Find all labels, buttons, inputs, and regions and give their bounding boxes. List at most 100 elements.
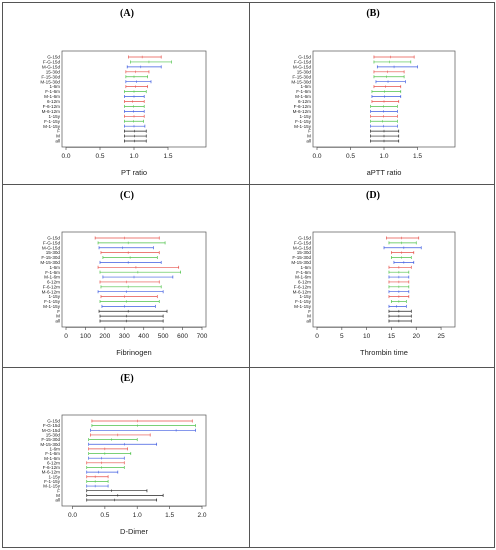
x-axis-label: Fibrinogen [116,348,151,357]
category-label: 15-30d [297,250,312,255]
category-label: F-15-30d [292,255,311,260]
category-label: F-1-15y [295,119,312,124]
category-label: 15-30d [297,69,312,74]
panel-empty [249,367,495,548]
category-label: M-G-15d [42,428,61,433]
category-label: M [56,134,60,139]
category-label: 1-15y [300,294,312,299]
category-label: M-G-15d [42,245,61,250]
chart-c: (C) G-15dF-G-15dM-G-15d15-30dF-15-30dM-15… [40,190,207,357]
category-label: M-1-6m [44,94,60,99]
category-label: 6-12m [298,99,311,104]
category-label: 1-6m [50,446,61,451]
x-tick-label: 10 [363,333,371,340]
x-tick-label: 15 [388,333,396,340]
x-tick-label: 1.5 [413,153,422,160]
category-label: M-6-12m [42,470,61,475]
x-tick-label: 100 [80,333,91,340]
x-tick-label: 0 [64,333,68,340]
category-label: M-G-15d [293,245,312,250]
category-label: M-15-30d [40,442,60,447]
category-label: all [55,498,60,503]
category-label: M [56,493,60,498]
category-label: M-15-30d [291,260,311,265]
category-label: F-6-12m [294,284,312,289]
category-label: F-1-6m [45,89,60,94]
category-label: 1-15y [49,474,61,479]
category-label: F-6-12m [43,104,61,109]
category-label: F-6-12m [43,284,61,289]
category-label: 6-12m [47,99,60,104]
category-label: M-1-15y [43,304,61,309]
category-label: 1-15y [49,294,61,299]
category-label: M-1-6m [295,94,311,99]
category-label: M-15-30d [40,79,60,84]
category-label: G-15d [47,419,60,424]
category-label: F [308,129,311,134]
panel-label: (A) [120,8,134,19]
plot-frame [61,414,207,507]
category-label: M-1-15y [43,484,61,489]
category-label: F-G-15d [294,60,312,65]
category-label: M-1-15y [43,124,61,129]
plot-frame [61,50,207,148]
chart-e: (E) G-15dF-G-15dM-G-15d15-30dF-15-30dM-15… [40,373,207,536]
x-tick-label: 0.5 [346,153,355,160]
category-label: M [307,314,311,319]
category-label: M [307,134,311,139]
category-label: G-15d [47,236,60,241]
category-label: 15-30d [46,69,61,74]
plot-frame [61,231,207,328]
x-axis-label: aPTT ratio [367,168,402,177]
category-label: F [57,129,60,134]
category-label: 1-6m [50,265,61,270]
x-tick-label: 1.5 [163,153,172,160]
panel-label: (D) [366,190,380,201]
category-label: 1-15y [49,114,61,119]
x-tick-label: 600 [177,333,188,340]
x-tick-label: 0.5 [95,153,104,160]
category-label: all [55,319,60,324]
category-label: M-15-30d [291,79,311,84]
category-label: F-15-30d [292,74,311,79]
panel-c: (C) G-15d F-G-15d M-G-15d 15-30d F-15-30d M-15… [2,184,250,368]
panel-a: (A) G-15d F-G-15d M-G-15d 15-30d F-15-30d M-15… [2,2,250,185]
category-label: F-1-6m [296,270,311,275]
x-tick-label: 0.5 [100,512,109,519]
category-label: 1-15y [300,114,312,119]
x-tick-label: 0.0 [312,153,321,160]
category-label: F-G-15d [294,240,312,245]
category-label: all [306,139,311,144]
x-tick-label: 400 [138,333,149,340]
x-axis-label: PT ratio [121,168,147,177]
category-label: F-1-15y [44,479,61,484]
category-label: G-15d [298,55,311,60]
category-label: F-15-30d [41,255,60,260]
x-tick-label: 0 [315,333,319,340]
panel-label: (C) [120,190,134,201]
x-tick-label: 1.0 [379,153,388,160]
category-label: F-6-12m [43,465,61,470]
category-label: 1-6m [301,265,312,270]
x-axis-label: D-Dimer [120,527,148,536]
category-label: G-15d [298,236,311,241]
panel-d: (D) G-15d F-G-15d M-G-15d 15-30d F-15-30d M-15… [249,184,495,368]
panel-e: (E) G-15d F-G-15d M-G-15d 15-30d F-15-30d M-15… [2,367,250,548]
category-label: M-G-15d [293,64,312,69]
category-label: 6-12m [298,280,311,285]
x-tick-label: 300 [119,333,130,340]
category-label: F [57,488,60,493]
plot-frame [312,50,456,148]
category-label: M-1-6m [44,275,60,280]
category-label: M-1-15y [294,124,312,129]
category-label: all [306,319,311,324]
category-label: F-1-6m [296,89,311,94]
category-label: F-G-15d [43,240,61,245]
chart-a: (A) G-15dF-G-15dM-G-15d15-30dF-15-30dM-15… [40,8,207,177]
panel-label: (B) [366,8,379,19]
panel-label: (E) [120,373,133,384]
x-tick-label: 1.0 [129,153,138,160]
category-label: M-G-15d [42,64,61,69]
chart-d: (D) G-15dF-G-15dM-G-15d15-30dF-15-30dM-15… [291,190,456,357]
x-axis-label: Thrombin time [360,348,408,357]
